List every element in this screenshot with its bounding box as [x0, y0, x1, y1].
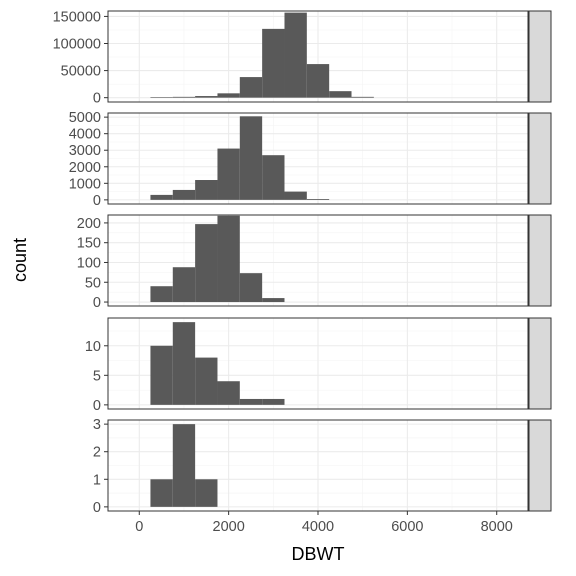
y-tick-label: 4000 [69, 127, 101, 143]
x-tick-label: 8000 [481, 519, 513, 535]
histogram-bars [150, 215, 285, 303]
facet-strip-background [528, 10, 552, 103]
facet-panel: 0 50000 100000 150000 1 Single [53, 9, 552, 107]
y-tick-label: 1 [93, 472, 101, 488]
y-tick-label: 100 [77, 255, 101, 271]
facet-strip-background [528, 214, 552, 307]
histogram-bar [195, 224, 218, 303]
y-tick-label: 0 [93, 500, 101, 516]
facet-strip: 3 Triplet [528, 214, 552, 307]
facet-panel: 0 50 100 150 200 3 Triplet [77, 214, 552, 311]
y-tick-label: 0 [93, 193, 101, 209]
histogram-bar [150, 479, 173, 507]
histogram-bar [284, 12, 307, 98]
y-tick-label: 2000 [69, 160, 101, 176]
histogram-bars [150, 116, 330, 200]
x-tick-label: 0 [135, 519, 143, 535]
facet-panel: 0 5 10 4 Quadruplet [85, 317, 552, 414]
histogram-bar [172, 322, 196, 405]
histogram-bar [329, 91, 352, 98]
panel-border [107, 214, 529, 307]
y-tick-label: 150 [77, 236, 101, 252]
histogram-bar [262, 398, 285, 405]
histogram-bar [239, 273, 263, 303]
facet-strip-background [528, 317, 552, 410]
y-tick-label: 3000 [69, 143, 101, 159]
histogram-bar [306, 64, 330, 98]
histogram-bar [217, 215, 240, 303]
y-tick-label: 5 [93, 368, 101, 384]
y-tick-label: 0 [93, 295, 101, 311]
histogram-bar [239, 116, 263, 200]
x-tick-label: 6000 [391, 519, 423, 535]
y-tick-label: 100000 [53, 37, 101, 53]
facet-strip-background [528, 419, 552, 512]
y-tick-label: 0 [93, 398, 101, 414]
histogram-bar [150, 345, 173, 405]
histogram-bar [239, 77, 263, 98]
y-tick-label: 5000 [69, 110, 101, 126]
histogram-bar [195, 96, 218, 98]
histogram-bar [306, 199, 330, 200]
histogram-bar [262, 298, 285, 303]
x-tick-label: 4000 [302, 519, 334, 535]
histogram-bar [195, 180, 218, 200]
histogram-bar [150, 194, 173, 200]
histogram-bar [150, 286, 173, 303]
histogram-bar [172, 189, 196, 200]
histogram-bar [217, 93, 240, 98]
histogram-bar [239, 398, 263, 405]
facet-strip: 4 Quadruplet [528, 317, 552, 410]
panel-border [107, 317, 529, 410]
y-tick-label: 150000 [53, 9, 101, 25]
facet-panel: 0 1 2 3 5 Quintuplet or higher [93, 417, 552, 516]
histogram-bars [150, 322, 285, 405]
y-axis-title: count [10, 238, 30, 282]
y-tick-label: 3 [93, 417, 101, 433]
y-tick-label: 0 [93, 91, 101, 107]
y-tick-label: 10 [85, 339, 101, 355]
facet-strip: 5 Quintuplet or higher [528, 419, 552, 512]
y-tick-label: 2 [93, 445, 101, 461]
histogram-bar [195, 357, 218, 405]
histogram-bars [150, 424, 218, 507]
histogram-bar [172, 267, 196, 303]
x-tick-label: 2000 [213, 519, 245, 535]
x-axis-title: DBWT [292, 544, 345, 564]
facet-strip: 1 Single [528, 10, 552, 103]
y-tick-label: 1000 [69, 176, 101, 192]
facet-strip: 2 Twin [528, 112, 552, 205]
histogram-bar [217, 381, 240, 405]
histogram-bar [195, 479, 218, 507]
histogram-bar [351, 96, 374, 98]
y-tick-label: 200 [77, 216, 101, 232]
histogram-bar [172, 424, 196, 507]
x-axis: 0 2000 4000 6000 8000 [135, 511, 513, 535]
y-tick-label: 50000 [61, 64, 101, 80]
histogram-bar [284, 191, 307, 200]
y-tick-label: 50 [85, 275, 101, 291]
histogram-bar [172, 96, 196, 98]
facet-panels: 0500001000001500001 Single01000200030004… [53, 9, 552, 516]
histogram-bar [150, 97, 173, 98]
panel-border [107, 10, 529, 103]
histogram-bar [217, 148, 240, 200]
histogram-bar [262, 155, 285, 200]
panel-border [107, 112, 529, 205]
histogram-bars [150, 12, 374, 98]
facet-strip-background [528, 112, 552, 205]
histogram-bar [262, 28, 285, 98]
